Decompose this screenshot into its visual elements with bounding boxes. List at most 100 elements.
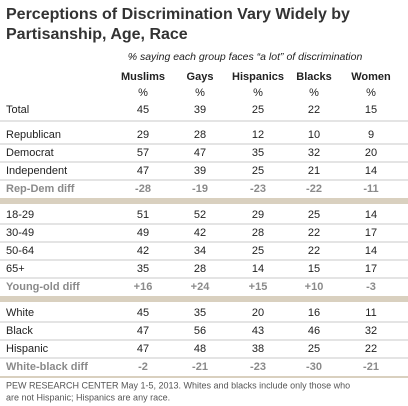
column-header: Blacks xyxy=(296,71,331,83)
row-label: Total xyxy=(6,104,29,116)
cell-value: 28 xyxy=(252,227,264,239)
footer-line: PEW RESEARCH CENTER May 1-5, 2013. White… xyxy=(6,380,350,390)
unit-label: % xyxy=(195,87,205,99)
cell-value: -19 xyxy=(192,183,208,195)
cell-value: -21 xyxy=(363,361,379,373)
cell-value: -21 xyxy=(192,361,208,373)
row-label: 30-49 xyxy=(6,227,34,239)
cell-value: 38 xyxy=(252,343,264,355)
cell-value: 43 xyxy=(252,325,264,337)
cell-value: 47 xyxy=(137,343,149,355)
subtitle: % saying each group faces “a lot” of dis… xyxy=(128,51,363,63)
cell-value: 17 xyxy=(365,263,377,275)
cell-value: 25 xyxy=(252,104,264,116)
cell-value: 16 xyxy=(308,307,320,319)
cell-value: 10 xyxy=(308,129,320,141)
cell-value: 22 xyxy=(308,245,320,257)
cell-value: 25 xyxy=(252,245,264,257)
cell-value: 45 xyxy=(137,104,149,116)
cell-value: 35 xyxy=(137,263,149,275)
cell-value: 20 xyxy=(365,147,377,159)
cell-value: -22 xyxy=(306,183,322,195)
cell-value: 12 xyxy=(252,129,264,141)
cell-value: +10 xyxy=(305,281,324,293)
cell-value: 47 xyxy=(137,165,149,177)
cell-value: 46 xyxy=(308,325,320,337)
cell-value: +24 xyxy=(191,281,211,293)
row-label: Black xyxy=(6,325,33,337)
cell-value: 25 xyxy=(308,343,320,355)
cell-value: 28 xyxy=(194,263,206,275)
unit-label: % xyxy=(253,87,263,99)
column-header: Hispanics xyxy=(232,71,284,83)
cell-value: 22 xyxy=(365,343,377,355)
cell-value: 29 xyxy=(252,209,264,221)
title-line: Perceptions of Discrimination Vary Widel… xyxy=(6,6,350,23)
title-line: Partisanship, Age, Race xyxy=(6,26,188,43)
cell-value: -28 xyxy=(135,183,151,195)
row-label: White xyxy=(6,307,34,319)
cell-value: 52 xyxy=(194,209,206,221)
cell-value: 42 xyxy=(194,227,206,239)
row-label: Young-old diff xyxy=(6,281,80,293)
row-label: 18-29 xyxy=(6,209,34,221)
cell-value: 15 xyxy=(308,263,320,275)
cell-value: +15 xyxy=(249,281,268,293)
cell-value: 47 xyxy=(137,325,149,337)
cell-value: 25 xyxy=(308,209,320,221)
row-label: 65+ xyxy=(6,263,25,275)
cell-value: 15 xyxy=(365,104,377,116)
cell-value: 35 xyxy=(194,307,206,319)
cell-value: 48 xyxy=(194,343,206,355)
cell-value: 14 xyxy=(365,209,377,221)
row-label: White-black diff xyxy=(6,361,88,373)
cell-value: 9 xyxy=(368,129,374,141)
cell-value: 45 xyxy=(137,307,149,319)
cell-value: -2 xyxy=(138,361,148,373)
cell-value: 14 xyxy=(252,263,264,275)
cell-value: 51 xyxy=(137,209,149,221)
row-label: Democrat xyxy=(6,147,54,159)
section-band xyxy=(0,376,408,378)
cell-value: -23 xyxy=(250,361,266,373)
column-header: Gays xyxy=(187,71,214,83)
cell-value: 20 xyxy=(252,307,264,319)
section-band xyxy=(0,296,408,302)
cell-value: 22 xyxy=(308,227,320,239)
cell-value: 29 xyxy=(137,129,149,141)
cell-value: 39 xyxy=(194,104,206,116)
cell-value: 56 xyxy=(194,325,206,337)
footer-line: are not Hispanic; Hispanics are any race… xyxy=(6,392,170,402)
cell-value: 32 xyxy=(308,147,320,159)
cell-value: +16 xyxy=(134,281,153,293)
cell-value: -3 xyxy=(366,281,376,293)
cell-value: 14 xyxy=(365,245,377,257)
cell-value: 14 xyxy=(365,165,377,177)
cell-value: 49 xyxy=(137,227,149,239)
cell-value: -23 xyxy=(250,183,266,195)
unit-label: % xyxy=(366,87,376,99)
cell-value: 47 xyxy=(194,147,206,159)
cell-value: 25 xyxy=(252,165,264,177)
unit-label: % xyxy=(309,87,319,99)
unit-label: % xyxy=(138,87,148,99)
section-band xyxy=(0,198,408,204)
row-label: 50-64 xyxy=(6,245,34,257)
column-header: Women xyxy=(351,71,391,83)
cell-value: 22 xyxy=(308,104,320,116)
cell-value: 17 xyxy=(365,227,377,239)
cell-value: 39 xyxy=(194,165,206,177)
row-label: Republican xyxy=(6,129,61,141)
cell-value: -30 xyxy=(306,361,322,373)
cell-value: 34 xyxy=(194,245,206,257)
cell-value: -11 xyxy=(363,183,378,195)
row-label: Rep-Dem diff xyxy=(6,183,75,195)
cell-value: 21 xyxy=(308,165,320,177)
column-header: Muslims xyxy=(121,71,165,83)
cell-value: 57 xyxy=(137,147,149,159)
cell-value: 32 xyxy=(365,325,377,337)
cell-value: 11 xyxy=(365,307,376,319)
row-label: Hispanic xyxy=(6,343,49,355)
cell-value: 42 xyxy=(137,245,149,257)
